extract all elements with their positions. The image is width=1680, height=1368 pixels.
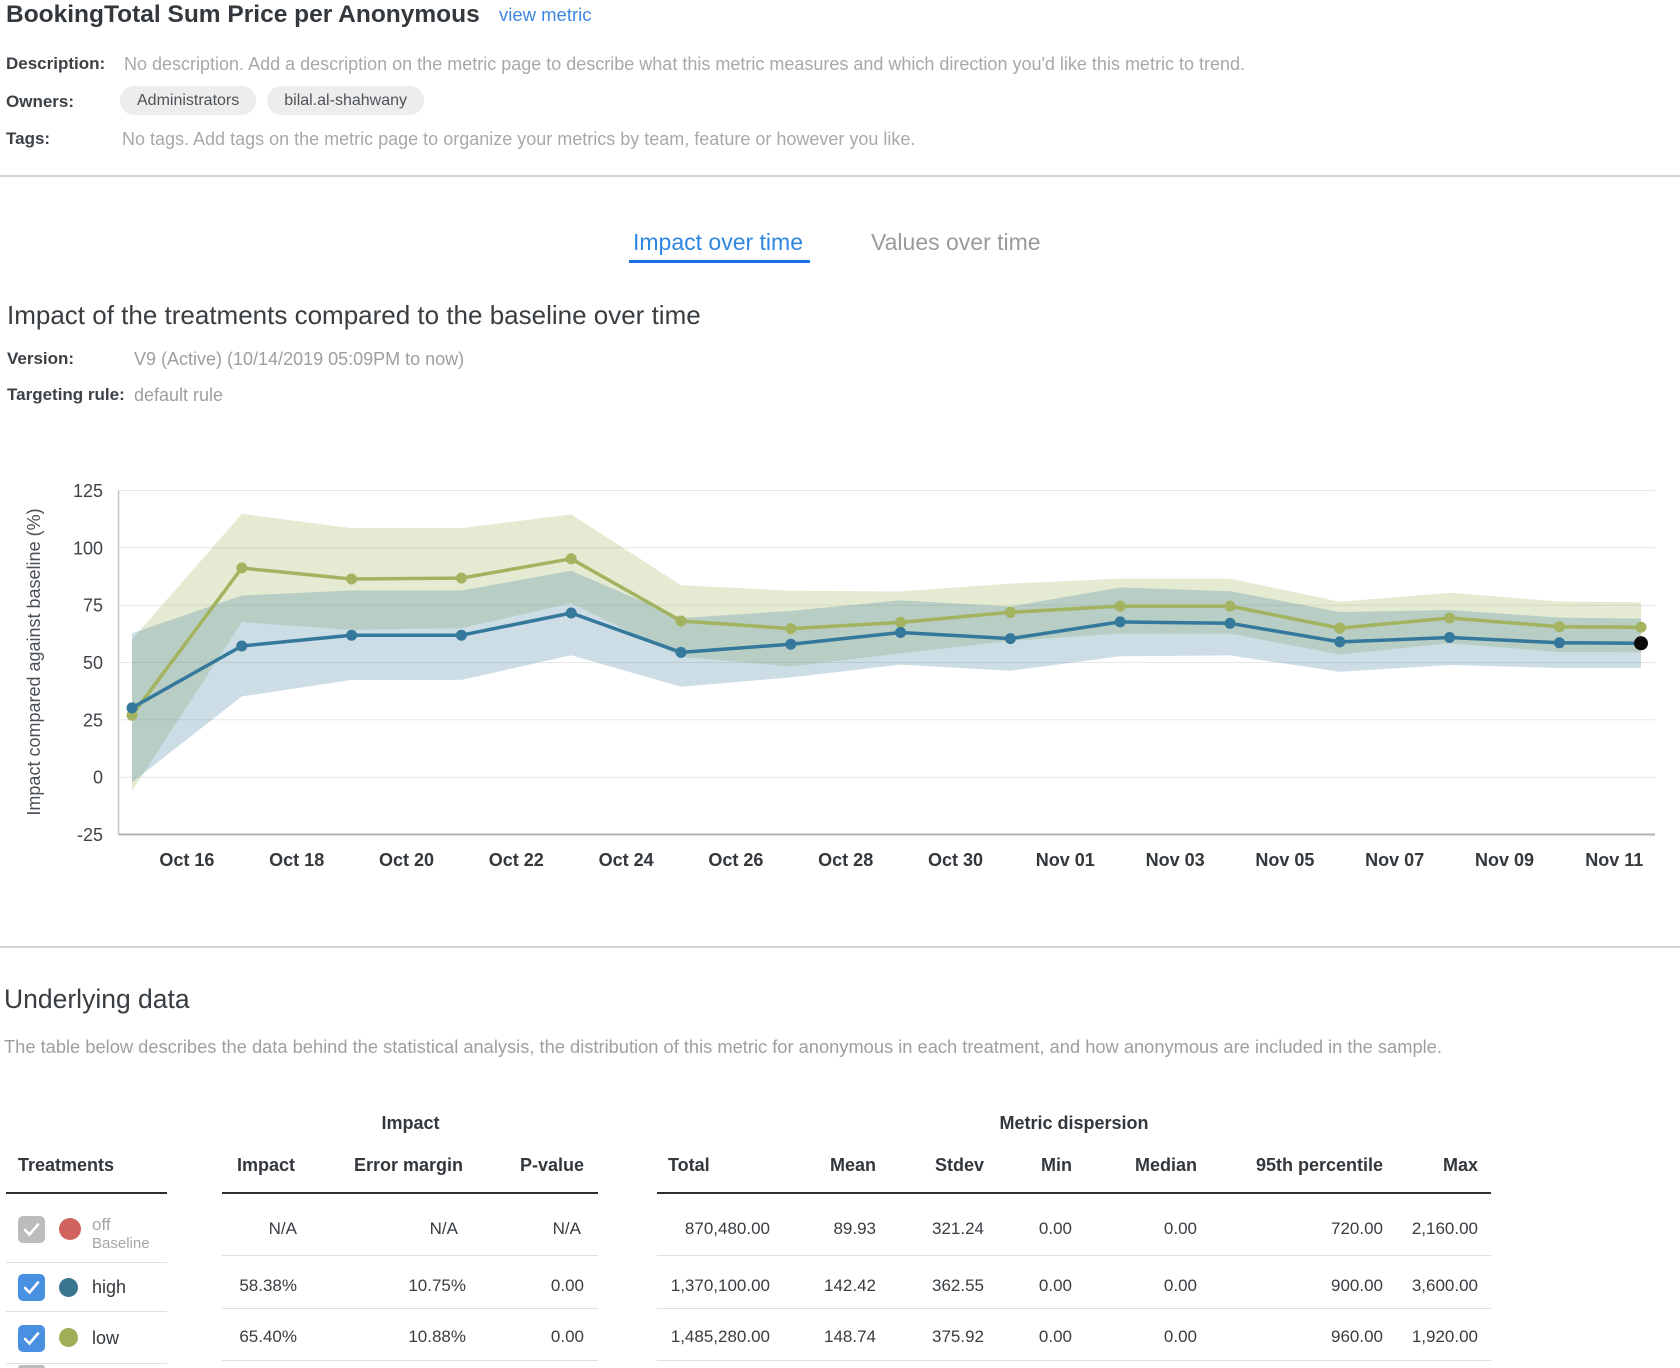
svg-text:Nov 07: Nov 07 (1365, 850, 1424, 870)
svg-text:Nov 01: Nov 01 (1036, 850, 1095, 870)
svg-text:-25: -25 (77, 825, 103, 845)
svg-text:Oct 28: Oct 28 (818, 850, 873, 870)
svg-text:Oct 16: Oct 16 (159, 850, 214, 870)
svg-text:Nov 05: Nov 05 (1255, 850, 1314, 870)
svg-text:Oct 18: Oct 18 (269, 850, 324, 870)
svg-text:50: 50 (83, 653, 103, 673)
svg-text:Impact compared against baseli: Impact compared against baseline (%) (24, 508, 44, 815)
svg-text:Oct 22: Oct 22 (489, 850, 544, 870)
svg-text:25: 25 (83, 710, 103, 730)
svg-text:75: 75 (83, 596, 103, 616)
svg-text:125: 125 (73, 481, 103, 501)
svg-text:Oct 30: Oct 30 (928, 850, 983, 870)
svg-text:100: 100 (73, 538, 103, 558)
svg-text:Nov 09: Nov 09 (1475, 850, 1534, 870)
svg-text:Nov 11: Nov 11 (1585, 850, 1643, 870)
svg-text:Nov 03: Nov 03 (1146, 850, 1205, 870)
svg-text:Oct 24: Oct 24 (599, 850, 654, 870)
svg-text:Oct 26: Oct 26 (708, 850, 763, 870)
svg-text:Oct 20: Oct 20 (379, 850, 434, 870)
svg-text:0: 0 (93, 768, 103, 788)
